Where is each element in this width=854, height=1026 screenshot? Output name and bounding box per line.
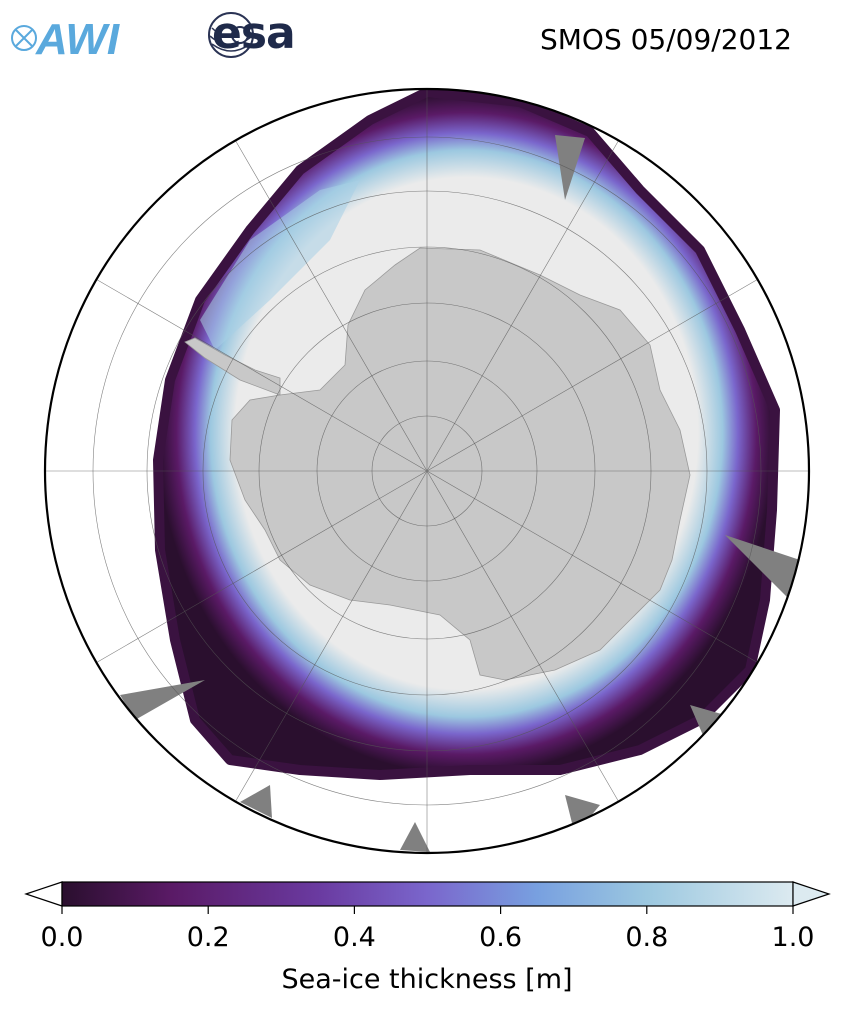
- weddell-ice: [200, 180, 360, 350]
- colorbar-tick-label: 1.0: [771, 922, 815, 953]
- sea-ice-map: [43, 87, 811, 855]
- map-boundary: [43, 87, 811, 855]
- awi-logo: AWI: [11, 15, 120, 62]
- colorbar-label: Sea-ice thickness [m]: [281, 964, 573, 995]
- colorbar-tick-label: 0.0: [40, 922, 84, 953]
- meridians: [45, 89, 809, 853]
- colorbar: [24, 881, 831, 914]
- ice-edge: [153, 89, 780, 780]
- esa-logo-mark: [208, 12, 254, 58]
- awi-logo-text: AWI: [35, 15, 120, 62]
- awi-globe-icon: [11, 25, 37, 51]
- colorbar-tick-label: 0.8: [625, 922, 669, 953]
- no-data-wedges: [120, 135, 800, 852]
- colorbar-gradient: [61, 881, 794, 907]
- colorbar-tick-label: 0.2: [186, 922, 230, 953]
- colorbar-ticks: [61, 906, 794, 914]
- colorbar-tick-label: 0.4: [332, 922, 376, 953]
- antarctic-peninsula: [184, 337, 281, 396]
- colorbar-extend-high: [792, 881, 831, 907]
- map-title: SMOS 05/09/2012: [539, 23, 792, 56]
- colorbar-extend-low: [24, 881, 63, 907]
- colorbar-tick-label: 0.6: [479, 922, 523, 953]
- esa-logo-text: esa: [212, 8, 296, 59]
